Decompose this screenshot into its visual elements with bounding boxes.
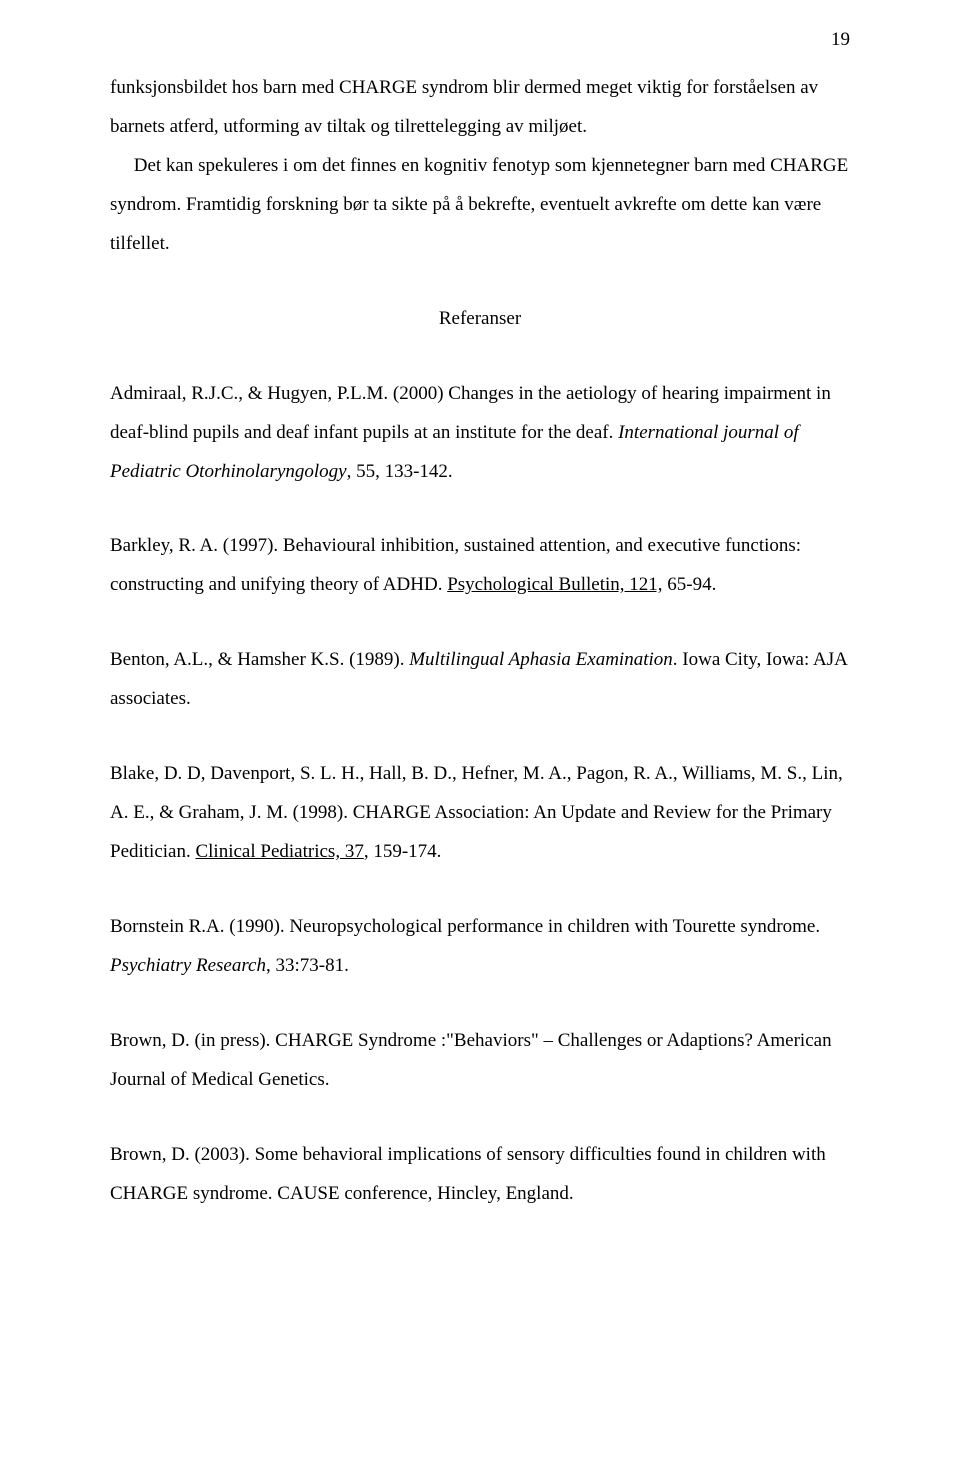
ref6-text: Brown, D. (in press). CHARGE Syndrome :"… xyxy=(110,1030,832,1090)
reference-1: Admiraal, R.J.C., & Hugyen, P.L.M. (2000… xyxy=(110,375,850,492)
references-heading: Referanser xyxy=(110,300,850,339)
ref7-text: Brown, D. (2003). Some behavioral implic… xyxy=(110,1144,826,1204)
ref1-post: , 55, 133-142. xyxy=(347,461,453,482)
reference-7: Brown, D. (2003). Some behavioral implic… xyxy=(110,1136,850,1214)
ref3-title: Multilingual Aphasia Examination xyxy=(409,649,673,670)
document-page: 19 funksjonsbildet hos barn med CHARGE s… xyxy=(0,0,960,1274)
ref2-post: 65-94. xyxy=(663,574,717,595)
ref5-text: Bornstein R.A. (1990). Neuropsychologica… xyxy=(110,916,820,937)
ref4-journal: Clinical Pediatrics, 37 xyxy=(195,841,363,862)
ref2-journal: Psychological Bulletin, 121, xyxy=(447,574,662,595)
reference-3: Benton, A.L., & Hamsher K.S. (1989). Mul… xyxy=(110,641,850,719)
ref5-journal: Psychiatry Research xyxy=(110,955,266,976)
reference-4: Blake, D. D, Davenport, S. L. H., Hall, … xyxy=(110,755,850,872)
ref5-post: , 33:73-81. xyxy=(266,955,349,976)
ref3-text: Benton, A.L., & Hamsher K.S. (1989). xyxy=(110,649,409,670)
reference-6: Brown, D. (in press). CHARGE Syndrome :"… xyxy=(110,1022,850,1100)
intro-paragraph: funksjonsbildet hos barn med CHARGE synd… xyxy=(110,69,850,264)
reference-5: Bornstein R.A. (1990). Neuropsychologica… xyxy=(110,908,850,986)
intro-line-2: Det kan spekuleres i om det finnes en ko… xyxy=(110,155,853,254)
intro-line-1: funksjonsbildet hos barn med CHARGE synd… xyxy=(110,77,818,137)
ref4-post: , 159-174. xyxy=(364,841,442,862)
reference-2: Barkley, R. A. (1997). Behavioural inhib… xyxy=(110,527,850,605)
page-number: 19 xyxy=(110,30,850,49)
